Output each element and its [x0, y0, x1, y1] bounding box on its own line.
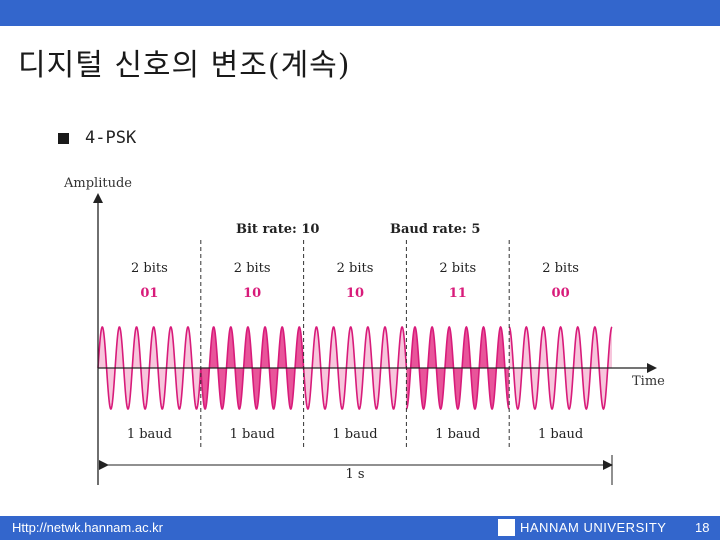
- footer-university: HANNAM UNIVERSITY: [520, 520, 667, 535]
- wave-stroke-segment: [405, 325, 510, 411]
- bullet-text: 4-PSK: [85, 128, 137, 148]
- segment-labels: 2 bits 01 1 baud 2 bits 10 1 baud 2 bits 10 1 ba…: [127, 261, 583, 442]
- bullet-item: 4-PSK: [58, 126, 136, 150]
- segment-baud-label: 1 baud: [127, 427, 172, 442]
- segment-baud-label: 1 baud: [538, 427, 583, 442]
- wave-stroke-segment: [508, 325, 613, 411]
- segment-bits-label: 2 bits: [439, 261, 476, 276]
- segment-bits-label: 2 bits: [234, 261, 271, 276]
- segment-dividers: [200, 240, 510, 450]
- segment-bit-pattern: 10: [346, 286, 364, 301]
- segment-bits-label: 2 bits: [542, 261, 579, 276]
- segment-bit-pattern: 01: [140, 286, 158, 301]
- duration-label: 1 s: [345, 467, 364, 482]
- university-logo-icon: [498, 519, 515, 536]
- footer-url: Http://netwk.hannam.ac.kr: [12, 520, 164, 535]
- y-axis-label: Amplitude: [63, 176, 132, 191]
- baud-rate-label: Baud rate: 5: [390, 222, 480, 237]
- slide-title: 디지털 신호의 변조(계속): [18, 48, 351, 83]
- segment-bit-pattern: 10: [243, 286, 261, 301]
- segment-bit-pattern: 11: [449, 286, 467, 301]
- segment-bits-label: 2 bits: [337, 261, 374, 276]
- psk-figure: Amplitude Time Bit rate: 10 Baud rate: 5…: [63, 176, 665, 485]
- top-bar: [0, 0, 720, 26]
- square-bullet-icon: [58, 132, 69, 144]
- duration-bracket: [99, 455, 613, 485]
- segment-baud-label: 1 baud: [332, 427, 377, 442]
- page-number: 18: [695, 520, 710, 535]
- x-axis-label: Time: [632, 374, 665, 389]
- segment-baud-label: 1 baud: [230, 427, 275, 442]
- segment-bit-pattern: 00: [552, 286, 570, 301]
- footer-bar: Http://netwk.hannam.ac.kr HANNAM UNIVERS…: [0, 516, 720, 540]
- segment-baud-label: 1 baud: [435, 427, 480, 442]
- bit-rate-label: Bit rate: 10: [236, 222, 319, 237]
- segment-bits-label: 2 bits: [131, 261, 168, 276]
